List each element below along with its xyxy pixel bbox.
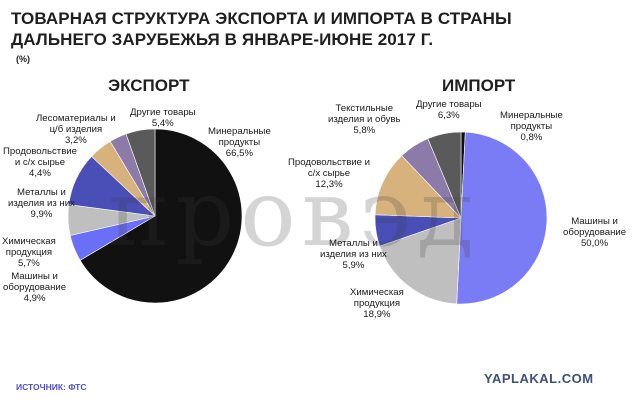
- import-slice-4: [374, 155, 462, 219]
- export-label-mineral: Минеральные продукты 66,5%: [208, 126, 271, 159]
- source-note: ИСТОЧНИК: ФТС: [16, 382, 87, 392]
- import-label-machinery: Машины и оборудование 50,0%: [563, 216, 627, 249]
- export-label-metals: Металлы и изделия из них 9,9%: [8, 187, 75, 220]
- import-label-chemical: Химическая продукция 18,9%: [350, 287, 404, 320]
- page-title: ТОВАРНАЯ СТРУКТУРА ЭКСПОРТА И ИМПОРТА В …: [11, 9, 512, 49]
- import-label-food: Продовольствие и с/х сырье 12,3%: [288, 157, 371, 190]
- export-chart-title: ЭКСПОРТ: [108, 76, 190, 95]
- export-label-timber: Лесоматериалы и ц/б изделия 3,2%: [36, 113, 116, 146]
- site-watermark: YAPLAKAL.COM: [484, 371, 594, 386]
- import-label-mineral: Минеральные продукты 0,8%: [500, 110, 563, 143]
- watermark: провэд: [108, 160, 480, 267]
- export-label-machinery: Машины и оборудование 4,9%: [3, 271, 67, 304]
- import-label-metals: Металлы и изделия из них 5,9%: [320, 238, 387, 271]
- import-label-textile: Текстильные изделия и обувь 5,8%: [328, 103, 401, 136]
- import-slice-6: [427, 131, 462, 219]
- export-label-other: Другие товары 5,4%: [130, 107, 196, 129]
- import-label-other: Другие товары 6,3%: [416, 99, 482, 121]
- import-slice-2: [379, 217, 462, 305]
- import-slice-1: [456, 131, 548, 305]
- export-slice-0: [79, 128, 243, 304]
- unit-label: (%): [16, 54, 30, 64]
- import-chart-title: ИМПОРТ: [442, 76, 516, 95]
- export-label-food: Продовольствие и с/х сырье 4,4%: [3, 146, 77, 179]
- export-label-chemical: Химическая продукция 5,7%: [2, 236, 56, 269]
- export-slice-6: [125, 128, 156, 217]
